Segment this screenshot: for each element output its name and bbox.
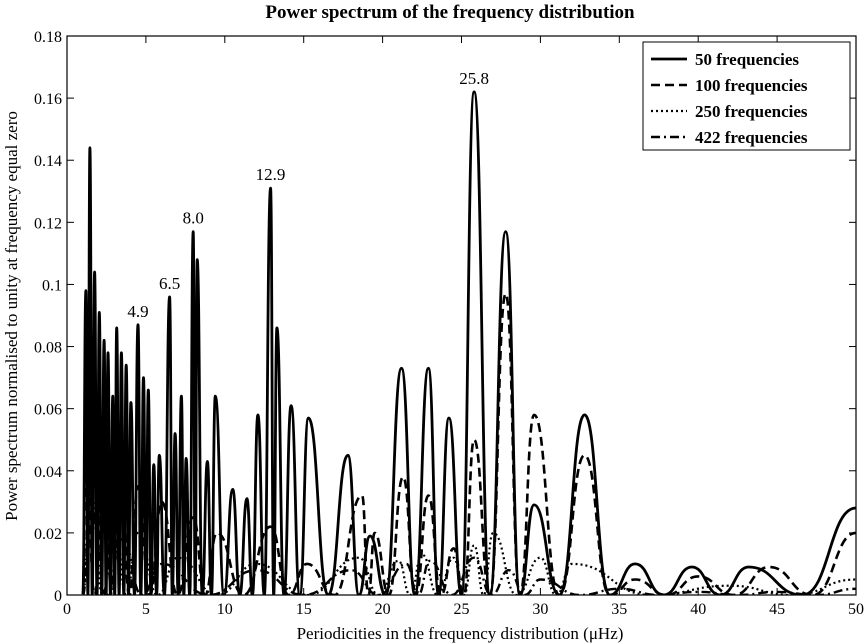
x-tick-label: 50	[848, 601, 864, 618]
x-tick-label: 5	[142, 601, 150, 618]
x-tick-label: 20	[375, 601, 391, 618]
y-tick-label: 0.14	[34, 153, 62, 170]
y-axis-label: Power spectrum normalised to unity at fr…	[2, 111, 21, 521]
axes-layer: 0 5 10 15 20 25 30 35 40 45 50 0 0.02 0.04 0.06 0.08 0.1…	[34, 29, 864, 618]
legend: 50 frequencies 100 frequencies 250 frequen…	[642, 41, 851, 151]
annotation-layer: 4.9 6.5 8.0 12.9 25.8	[127, 69, 489, 321]
series-line-1	[81, 90, 856, 595]
chart-title: Power spectrum of the frequency distribu…	[265, 2, 635, 23]
x-tick-label: 10	[217, 601, 233, 618]
peak-label: 8.0	[183, 209, 204, 228]
x-tick-label: 0	[63, 601, 71, 618]
peak-label: 4.9	[127, 302, 148, 321]
y-tick-label: 0.08	[34, 340, 62, 357]
x-tick-label: 30	[532, 601, 548, 618]
peak-label: 6.5	[159, 274, 180, 293]
y-tick-label: 0.12	[34, 215, 62, 232]
y-tick-label: 0.16	[34, 91, 62, 108]
y-tick-label: 0	[54, 588, 62, 605]
x-tick-label: 25	[454, 601, 470, 618]
y-tick-label: 0.06	[34, 402, 62, 419]
peak-label: 12.9	[256, 165, 286, 184]
series-layer	[81, 90, 856, 595]
x-tick-label: 45	[769, 601, 785, 618]
x-tick-label: 15	[296, 601, 312, 618]
peak-label: 25.8	[459, 69, 489, 88]
series-line-3	[81, 488, 856, 595]
x-tick-label: 35	[611, 601, 627, 618]
legend-label: 100 frequencies	[695, 76, 808, 95]
x-axis-label: Periodicities in the frequency distribut…	[297, 624, 624, 643]
y-tick-label: 0.1	[42, 277, 62, 294]
legend-label: 422 frequencies	[695, 128, 808, 147]
legend-label: 250 frequencies	[695, 102, 808, 121]
x-tick-label: 40	[690, 601, 706, 618]
y-tick-label: 0.02	[34, 526, 62, 543]
legend-label: 50 frequencies	[695, 50, 799, 69]
y-tick-label: 0.04	[34, 464, 62, 481]
series-line-2	[81, 292, 856, 595]
y-tick-label: 0.18	[34, 29, 62, 46]
